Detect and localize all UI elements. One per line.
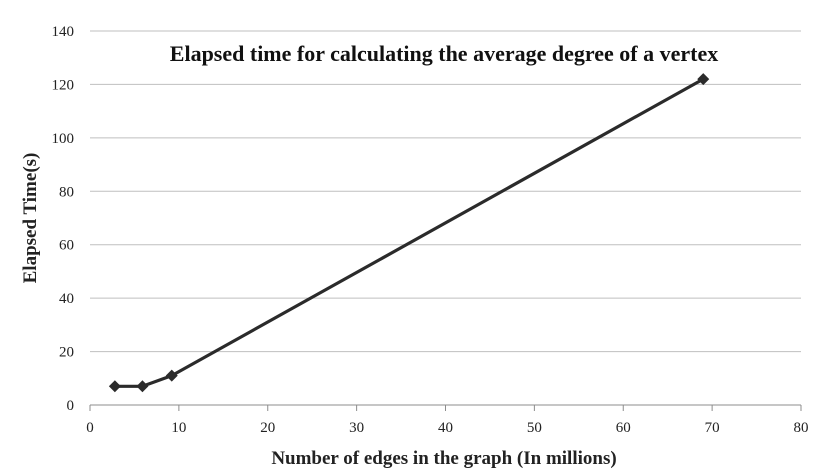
- y-tick-label: 120: [52, 77, 75, 93]
- tick-labels: 0 20 40 60 80 100 120 140 0 10 20 30 40 50 60 70 80: [52, 24, 809, 436]
- y-tick-label: 40: [59, 291, 74, 307]
- x-axis-title: Number of edges in the graph (In million…: [271, 448, 616, 469]
- data-point-marker: [136, 380, 149, 393]
- gridlines: [90, 30, 801, 353]
- series-line: [114, 77, 705, 388]
- x-tick-label: 60: [616, 420, 631, 436]
- y-tick-label: 80: [59, 184, 74, 200]
- chart-title: Elapsed time for calculating the average…: [170, 41, 718, 66]
- x-tick-label: 0: [86, 420, 94, 436]
- x-tick-label: 70: [705, 420, 720, 436]
- y-tick-label: 100: [52, 131, 75, 147]
- x-tick-label: 10: [171, 420, 186, 436]
- x-tick-label: 40: [438, 420, 453, 436]
- x-tick-label: 30: [349, 420, 364, 436]
- axes: [89, 404, 802, 411]
- data-point-marker: [697, 73, 710, 86]
- data-point-marker: [108, 380, 121, 393]
- y-tick-label: 0: [67, 398, 75, 414]
- x-tick-label: 80: [794, 420, 809, 436]
- y-axis-title: Elapsed Time(s): [20, 153, 41, 284]
- y-tick-label: 60: [59, 238, 74, 254]
- data-point-marker: [165, 369, 178, 382]
- y-tick-label: 20: [59, 345, 74, 361]
- series-1: [108, 73, 710, 393]
- x-tick-label: 20: [260, 420, 275, 436]
- y-tick-label: 140: [52, 24, 75, 40]
- x-tick-label: 50: [527, 420, 542, 436]
